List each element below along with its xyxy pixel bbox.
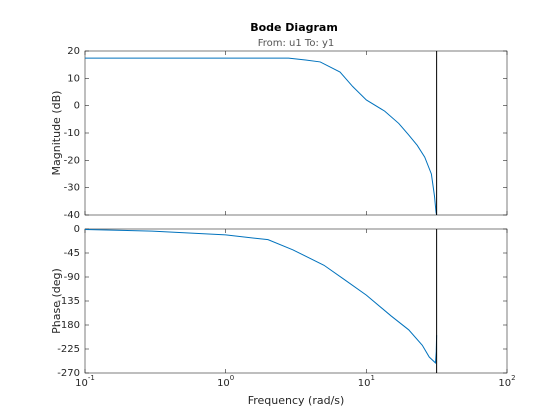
- x-tick-base: 10: [358, 378, 371, 389]
- x-tick-exponent: 2: [511, 374, 515, 382]
- axes-box: [84, 228, 508, 374]
- y-tick-label: -270: [57, 368, 80, 379]
- x-tick-exponent: 0: [230, 374, 234, 382]
- x-tick-label: 102: [498, 374, 515, 389]
- y-axis-label: Phase (deg): [50, 268, 63, 334]
- y-tick-label: -10: [64, 128, 80, 139]
- y-tick-label: -180: [57, 320, 80, 331]
- x-tick-label: 101: [358, 374, 375, 389]
- x-axis-label: Frequency (rad/s): [248, 394, 345, 407]
- x-tick-base: 10: [75, 378, 88, 389]
- y-tick-label: 0: [74, 224, 80, 235]
- response-curve: [84, 229, 438, 364]
- y-tick-label: 10: [67, 73, 80, 84]
- response-curve: [85, 57, 438, 216]
- x-tick-base: 10: [217, 378, 230, 389]
- y-tick-label: 0: [74, 101, 80, 112]
- x-tick-exponent: -1: [88, 374, 95, 382]
- x-tick-label: 100: [217, 374, 234, 389]
- chart-subtitle: From: u1 To: y1: [258, 38, 335, 49]
- y-tick-label: -30: [64, 183, 80, 194]
- x-tick-exponent: 1: [370, 374, 374, 382]
- y-tick-label: -40: [64, 210, 80, 221]
- y-tick-label: -135: [57, 296, 80, 307]
- x-tick-label: 10-1: [75, 374, 95, 389]
- y-tick-label: -225: [57, 344, 80, 355]
- x-tick-base: 10: [498, 378, 511, 389]
- y-tick-label: -45: [64, 248, 80, 259]
- axes-box: [84, 50, 508, 216]
- y-tick-label: 20: [67, 46, 80, 57]
- y-tick-label: -20: [64, 155, 80, 166]
- y-tick-label: -90: [64, 272, 80, 283]
- y-axis-label: Magnitude (dB): [50, 91, 63, 176]
- chart-title: Bode Diagram: [250, 21, 338, 34]
